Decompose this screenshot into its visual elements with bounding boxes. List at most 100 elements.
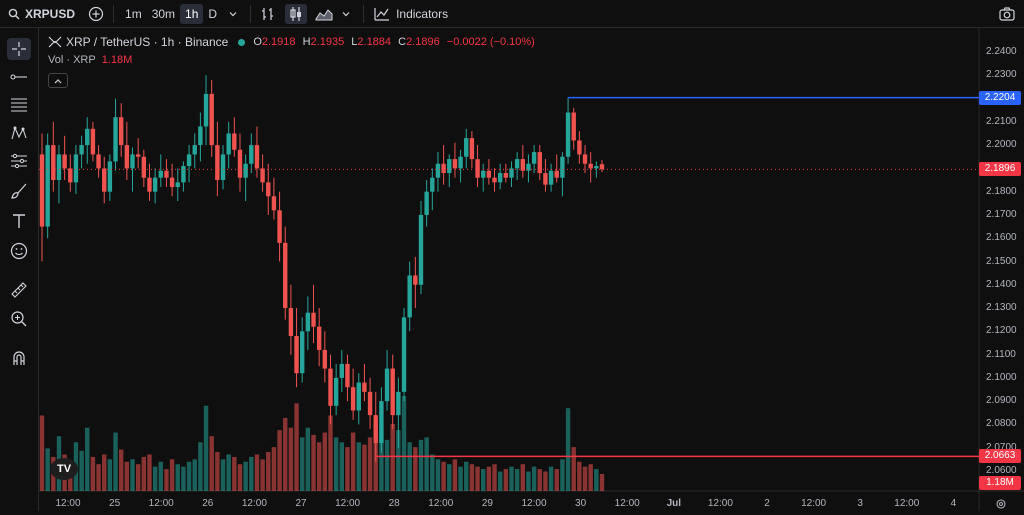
volume-bar — [464, 461, 469, 491]
tradingview-logo[interactable]: TV — [50, 458, 78, 480]
price-tick-label: 2.1500 — [986, 255, 1017, 267]
volume-bar — [96, 464, 101, 491]
candle-body — [543, 173, 548, 185]
volume-bar — [158, 461, 163, 491]
snapshot-button[interactable] — [996, 4, 1018, 24]
volume-bar — [45, 448, 50, 491]
interval-1m[interactable]: 1m — [125, 6, 142, 21]
drawing-toolbar — [0, 28, 39, 511]
interval-1h[interactable]: 1h — [180, 3, 204, 24]
candle-body — [475, 159, 480, 178]
volume-value: 1.18M — [101, 54, 133, 66]
time-tick-label: 12:00 — [521, 498, 547, 509]
axis-settings-button[interactable] — [995, 497, 1007, 515]
candle-body — [548, 170, 554, 185]
prediction-tool[interactable] — [7, 150, 31, 172]
volume-bar — [169, 459, 175, 491]
candle-body — [135, 154, 141, 157]
collapse-legend-button[interactable] — [48, 73, 68, 88]
volume-bar — [401, 396, 407, 491]
zoom-in-icon — [11, 311, 27, 327]
indicators-button[interactable]: Indicators — [374, 0, 448, 27]
candle-body — [305, 312, 311, 332]
price-tick-label: 2.1600 — [986, 232, 1017, 244]
volume-bar — [215, 452, 220, 491]
candle-body — [271, 196, 277, 211]
compare-symbol-button[interactable] — [85, 4, 107, 24]
symbol-search[interactable]: XRPUSD — [8, 0, 75, 27]
trend-line-tool[interactable] — [7, 66, 31, 88]
price-tick-label: 2.0800 — [986, 418, 1017, 430]
candle-body — [56, 154, 62, 181]
candle-body — [288, 308, 294, 336]
crosshair-icon — [12, 42, 26, 56]
time-tick-label: 12:00 — [241, 498, 267, 509]
brush-tool[interactable] — [7, 180, 31, 202]
area-chart-type-button[interactable] — [313, 4, 335, 24]
candle-body — [481, 170, 486, 178]
price-tick-label: 2.1300 — [986, 302, 1017, 314]
candle-body — [469, 138, 475, 160]
candle-body — [458, 156, 463, 169]
smiley-icon — [10, 242, 28, 260]
crosshair-tool[interactable] — [7, 38, 31, 60]
candle-body — [577, 140, 582, 155]
candles-chart-type-button[interactable] — [285, 3, 308, 24]
red-line-price-label: 2.0663 — [979, 449, 1021, 464]
volume-bar — [192, 459, 197, 491]
volume-legend: Vol · XRP 1.18M — [48, 54, 132, 66]
volume-label: Vol · XRP — [48, 54, 96, 66]
time-tick-label: 12:00 — [894, 498, 920, 509]
pattern-tool[interactable] — [7, 122, 31, 144]
camera-icon — [999, 7, 1015, 21]
volume-bar — [283, 417, 288, 491]
price-chart[interactable] — [39, 28, 1024, 511]
chart-type-dropdown[interactable] — [335, 4, 357, 24]
volume-bar — [243, 461, 248, 491]
volume-bar — [486, 466, 492, 491]
volume-bar — [135, 464, 141, 491]
candle-body — [322, 349, 328, 369]
interval-30m[interactable]: 30m — [151, 6, 176, 21]
candle-body — [328, 368, 333, 406]
chart-legend: XRP / TetherUS · 1h · Binance O2.1918 H2… — [48, 35, 539, 49]
time-tick-label: 27 — [295, 498, 307, 509]
interval-d[interactable]: D — [208, 6, 218, 21]
volume-bar — [316, 442, 322, 491]
measure-tool[interactable] — [7, 279, 31, 301]
volume-bar — [85, 427, 90, 491]
time-tick-label: 12:00 — [428, 498, 454, 509]
price-tick-label: 2.0600 — [986, 465, 1017, 476]
bar-chart-type-button[interactable] — [257, 4, 279, 24]
candle-body — [79, 145, 84, 155]
bars-icon — [262, 7, 274, 20]
volume-bar — [130, 459, 135, 491]
emoji-tool[interactable] — [7, 240, 31, 262]
price-tick-label: 2.1100 — [986, 348, 1016, 360]
zoom-tool[interactable] — [7, 308, 31, 330]
volume-bar — [418, 439, 424, 491]
volume-bar — [356, 442, 361, 491]
volume-bar — [124, 461, 130, 491]
candle-body — [441, 163, 446, 174]
candle-body — [560, 156, 565, 178]
candle-body — [124, 145, 130, 169]
candle-body — [497, 173, 503, 183]
volume-bar — [311, 434, 316, 491]
fib-tool[interactable] — [7, 94, 31, 116]
candle-body — [520, 159, 526, 171]
candle-body — [526, 163, 531, 171]
interval-dropdown[interactable] — [222, 4, 244, 24]
text-tool[interactable] — [7, 210, 31, 232]
current-price-label: 2.1896 — [979, 162, 1021, 177]
candle-body — [452, 159, 458, 169]
magnet-tool[interactable] — [7, 347, 31, 369]
candle-body — [390, 368, 395, 416]
price-tick-label: 2.0700 — [986, 441, 1017, 453]
candle-body — [447, 159, 452, 174]
candle-body — [181, 166, 186, 183]
candle-body — [260, 168, 265, 183]
candle-body — [243, 163, 248, 178]
volume-bar — [571, 447, 576, 491]
price-tick-label: 2.1400 — [986, 278, 1017, 290]
